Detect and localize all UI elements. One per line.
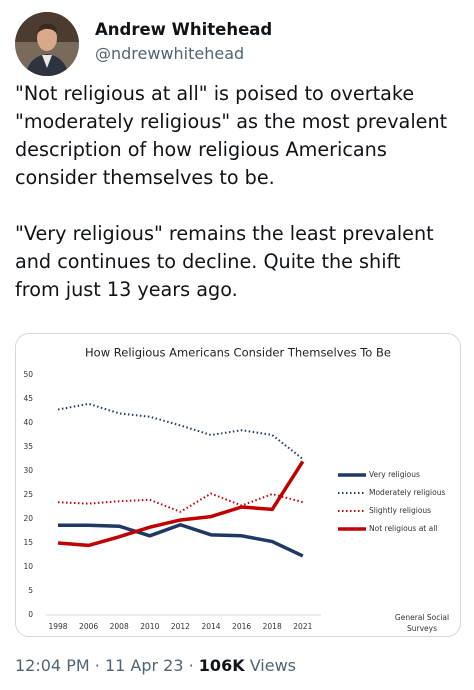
time: 12:04 PM <box>15 656 90 675</box>
text-line: description of how religious Americans <box>15 138 387 161</box>
text-line: consider themselves to be. <box>15 166 275 189</box>
y-tick-label: 15 <box>23 538 33 547</box>
x-tick-label: 2014 <box>201 622 220 631</box>
y-tick-label: 5 <box>28 586 33 595</box>
legend-label: Not religious at all <box>369 524 437 533</box>
views-count: 106K <box>198 656 245 675</box>
x-tick-label: 2018 <box>263 622 282 631</box>
source-note: General Social <box>395 613 449 622</box>
separator: · <box>188 656 194 675</box>
x-tick-label: 2012 <box>171 622 190 631</box>
x-tick-label: 2008 <box>110 622 129 631</box>
y-tick-label: 35 <box>23 442 33 451</box>
y-tick-label: 10 <box>23 562 33 571</box>
source-note: Surveys <box>407 624 437 633</box>
y-tick-label: 40 <box>23 418 33 427</box>
chart: How Religious Americans Consider Themsel… <box>23 346 449 634</box>
paragraph: "Not religious at all" is poised to over… <box>15 80 470 192</box>
chart-title: How Religious Americans Consider Themsel… <box>85 346 391 360</box>
y-tick-label: 45 <box>23 394 33 403</box>
tweet-text: "Not religious at all" is poised to over… <box>15 80 470 332</box>
x-tick-label: 1998 <box>48 622 67 631</box>
legend-label: Moderately religious <box>369 488 445 497</box>
series-line <box>57 492 304 513</box>
avatar[interactable] <box>15 12 79 76</box>
legend-label: Slightly religious <box>369 506 431 515</box>
x-tick-label: 2021 <box>293 622 312 631</box>
y-tick-label: 50 <box>23 370 33 379</box>
y-tick-label: 0 <box>28 610 33 619</box>
x-tick-label: 2006 <box>79 622 98 631</box>
y-tick-label: 20 <box>23 514 33 523</box>
x-tick-label: 2016 <box>232 622 251 631</box>
text-line: from just 13 years ago. <box>15 278 238 301</box>
handle[interactable]: @ndrewwhitehead <box>95 44 245 63</box>
date: 11 Apr 23 <box>104 656 184 675</box>
text-line: and continues to decline. Quite the shif… <box>15 250 401 273</box>
text-line: "Very religious" remains the least preva… <box>15 222 434 245</box>
legend-label: Very religious <box>369 470 420 479</box>
paragraph: "Very religious" remains the least preva… <box>15 220 470 304</box>
series-line <box>57 402 304 460</box>
chart-image[interactable]: How Religious Americans Consider Themsel… <box>15 333 461 637</box>
y-tick-label: 30 <box>23 466 33 475</box>
views-label: Views <box>249 656 296 675</box>
separator: · <box>94 656 100 675</box>
text-line: "moderately religious" as the most preva… <box>15 110 448 133</box>
display-name[interactable]: Andrew Whitehead <box>95 20 273 39</box>
series-line <box>58 523 304 558</box>
series-line <box>57 460 305 548</box>
x-tick-label: 2010 <box>140 622 159 631</box>
y-tick-label: 25 <box>23 490 33 499</box>
text-line: "Not religious at all" is poised to over… <box>15 82 415 105</box>
tweet-meta: 12:04 PM · 11 Apr 23 · 106K Views <box>15 656 296 675</box>
